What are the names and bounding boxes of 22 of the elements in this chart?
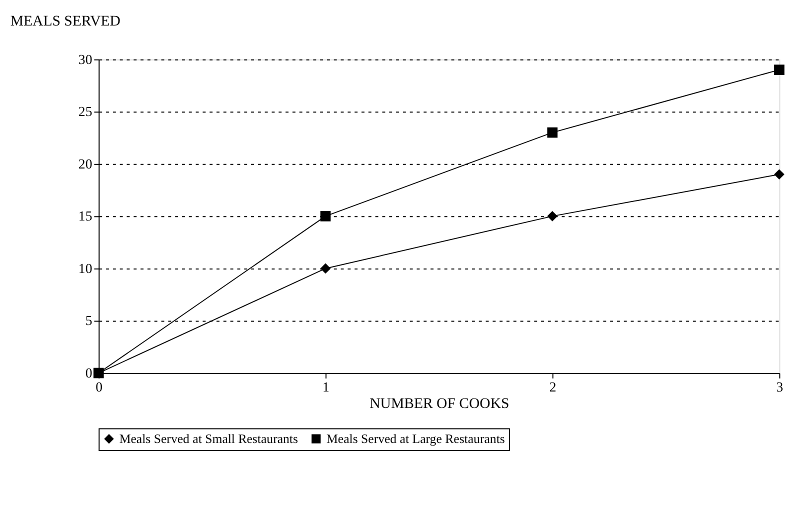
- x-tick-label: 2: [549, 379, 556, 394]
- x-tick-label: 0: [96, 379, 103, 394]
- point: [774, 169, 784, 180]
- legend-label: Meals Served at Small Restaurants: [119, 432, 298, 446]
- x-axis-title: NUMBER OF COOKS: [370, 396, 510, 412]
- point: [320, 211, 331, 222]
- y-tick-label: 25: [78, 104, 92, 120]
- y-tick-label: 0: [85, 365, 92, 380]
- y-tick-label: 5: [85, 313, 92, 328]
- legend-label: Meals Served at Large Restaurants: [326, 432, 505, 446]
- y-tick-label: 20: [78, 156, 92, 172]
- x-tick-label: 3: [776, 379, 784, 394]
- y-axis-title: MEALS SERVED: [10, 13, 121, 30]
- x-tick-label: 1: [322, 379, 330, 394]
- y-tick-label: 30: [78, 52, 92, 67]
- y-tick-label: 15: [78, 208, 92, 224]
- point: [93, 368, 104, 378]
- y-tick-label: 10: [78, 260, 92, 276]
- point: [547, 211, 558, 222]
- point: [320, 263, 331, 274]
- point: [774, 64, 784, 75]
- point: [547, 127, 558, 138]
